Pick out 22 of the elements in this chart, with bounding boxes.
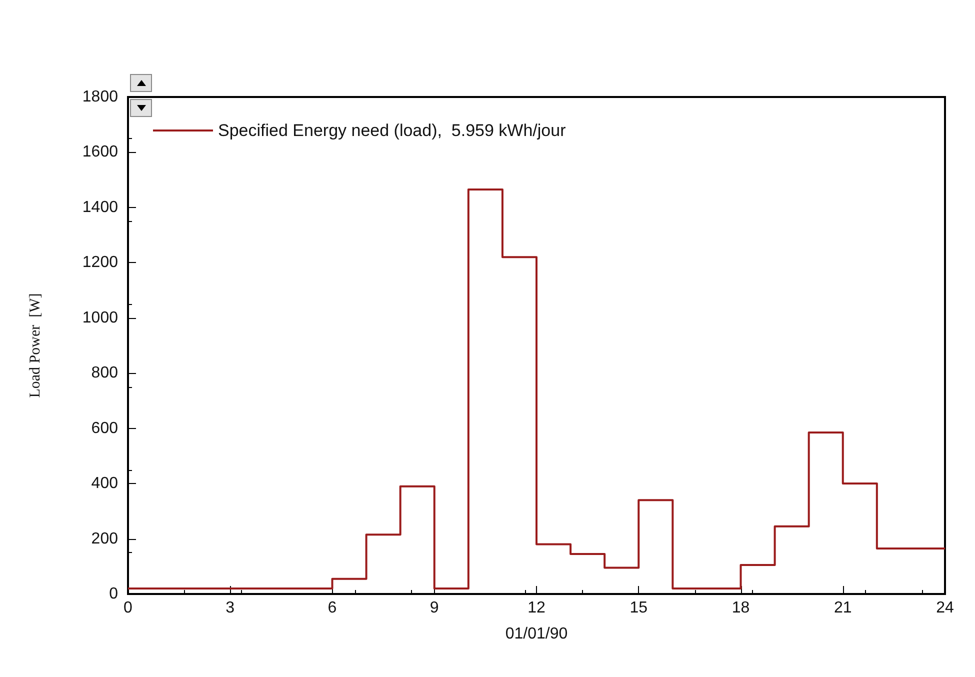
y-tick-label: 200: [91, 530, 118, 548]
x-tick-label: 9: [430, 600, 439, 616]
y-tick-label: 1800: [82, 88, 118, 106]
y-tick-label: 1400: [82, 198, 118, 216]
y-tick-label: 1000: [82, 309, 118, 326]
y-tick-label: 1200: [82, 254, 118, 272]
x-tick-label: 3: [226, 600, 235, 616]
legend-label: Specified Energy need (load), 5.959 kWh/jour: [218, 121, 566, 140]
y-tick-label: 600: [91, 420, 118, 437]
x-tick-label: 15: [630, 600, 648, 616]
y-tick-label: 1600: [82, 144, 118, 161]
x-tick-label: 0: [124, 600, 133, 616]
x-tick-label: 6: [328, 600, 337, 616]
x-axis-title: 01/01/90: [505, 626, 568, 642]
x-tick-label: 12: [528, 600, 546, 616]
y-tick-label: 400: [91, 475, 118, 492]
x-tick-label: 24: [936, 600, 954, 616]
y-axis-title: Load Power [W]: [28, 293, 44, 398]
x-tick-label: 18: [732, 600, 750, 616]
x-tick-label: 21: [834, 600, 852, 616]
y-tick-label: 800: [91, 364, 118, 382]
y-tick-label: 0: [109, 586, 118, 602]
